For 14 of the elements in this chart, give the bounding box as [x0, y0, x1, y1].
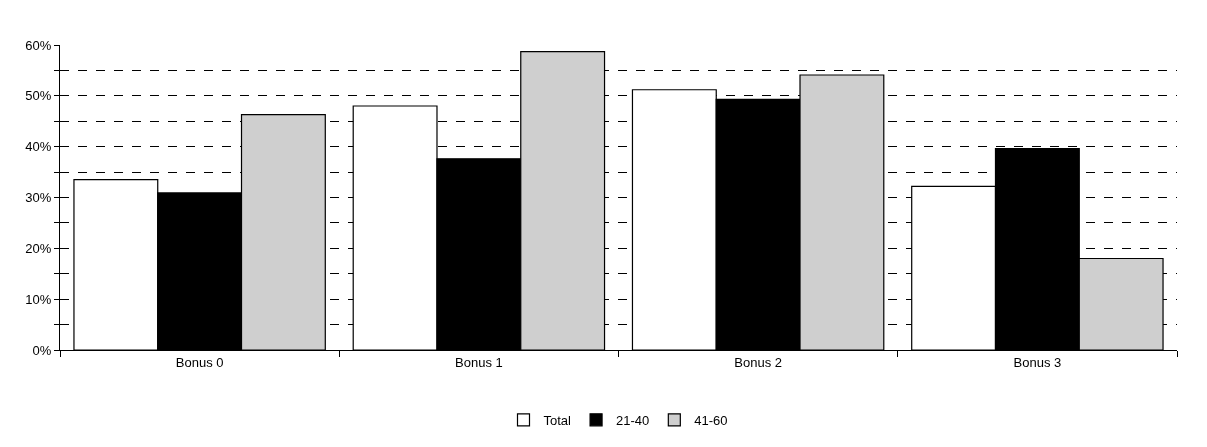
x-tick-label: Bonus 3	[1013, 354, 1062, 370]
y-tick-label: 10%	[25, 291, 52, 307]
y-tick-label: 20%	[25, 240, 52, 256]
y-tick-label: 60%	[25, 37, 52, 53]
x-tick-label: Bonus 2	[734, 354, 782, 370]
y-tick-label: 40%	[25, 139, 52, 155]
x-tick-label: Bonus 0	[175, 354, 224, 370]
y-tick-label: 50%	[25, 88, 52, 104]
y-tick-label: 0%	[32, 342, 52, 358]
legend-label: Total	[543, 412, 572, 428]
x-tick-label: Bonus 1	[455, 354, 503, 370]
legend-label: 41-60	[694, 412, 728, 428]
legend-label: 21-40	[616, 412, 650, 428]
y-tick-label: 30%	[25, 190, 52, 206]
